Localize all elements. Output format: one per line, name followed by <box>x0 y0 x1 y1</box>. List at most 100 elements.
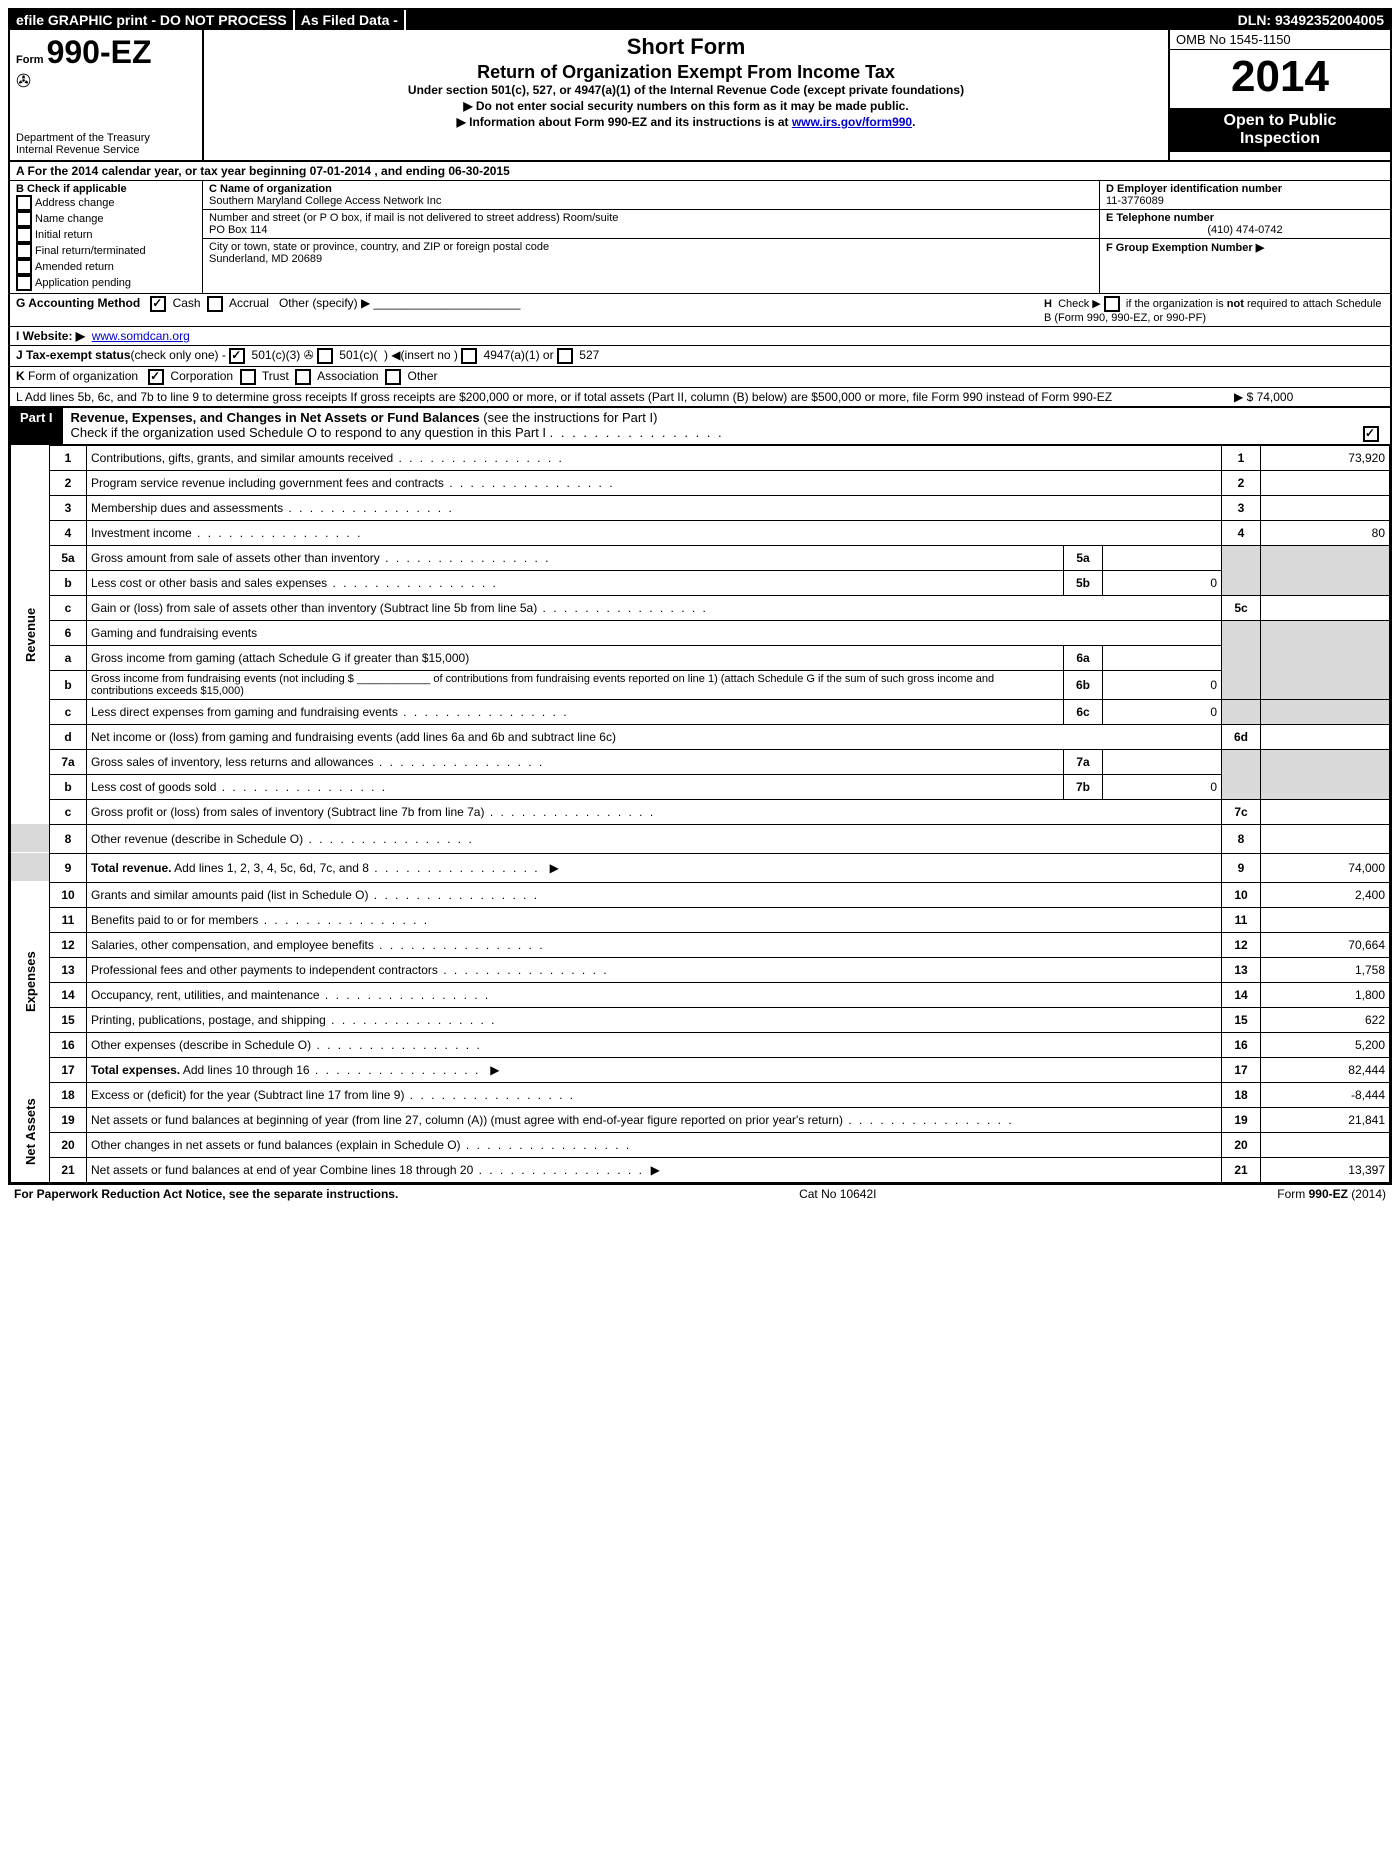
chk-accrual[interactable] <box>207 296 223 312</box>
l19-v: 21,841 <box>1261 1107 1390 1132</box>
chk-amended[interactable]: Amended return <box>16 259 196 275</box>
l9-d: Total revenue. Add lines 1, 2, 3, 4, 5c,… <box>87 853 1222 882</box>
form-title: Return of Organization Exempt From Incom… <box>212 62 1160 83</box>
l6-d: Gaming and fundraising events <box>87 620 1222 645</box>
l20-r: 20 <box>1222 1132 1261 1157</box>
l1-n: 1 <box>50 445 87 470</box>
l10-r: 10 <box>1222 882 1261 907</box>
row-l-text: L Add lines 5b, 6c, and 7b to line 9 to … <box>16 390 1234 404</box>
l16-n: 16 <box>50 1032 87 1057</box>
chk-trust[interactable] <box>240 369 256 385</box>
row-j: J Tax-exempt status(check only one) - 50… <box>10 346 1390 367</box>
chk-schedule-b[interactable] <box>1104 296 1120 312</box>
l12-r: 12 <box>1222 932 1261 957</box>
l18-d: Excess or (deficit) for the year (Subtra… <box>87 1082 1222 1107</box>
l5-grey-v <box>1261 545 1390 595</box>
l11-r: 11 <box>1222 907 1261 932</box>
chk-501c[interactable] <box>317 348 333 364</box>
l12-d: Salaries, other compensation, and employ… <box>87 932 1222 957</box>
row-a: A For the 2014 calendar year, or tax yea… <box>10 162 1390 181</box>
l5a-n: 5a <box>50 545 87 570</box>
l6d-d: Net income or (loss) from gaming and fun… <box>87 724 1222 749</box>
l6b-mn: 6b <box>1064 670 1103 699</box>
chk-527[interactable] <box>557 348 573 364</box>
expenses-label: Expenses <box>11 882 50 1082</box>
l14-d: Occupancy, rent, utilities, and maintena… <box>87 982 1222 1007</box>
chk-pending[interactable]: Application pending <box>16 275 196 291</box>
phone: (410) 474-0742 <box>1106 224 1384 236</box>
l4-v: 80 <box>1261 520 1390 545</box>
cash-label: Cash <box>173 296 201 310</box>
header-left: Form 990-EZ ✇ Department of the Treasury… <box>10 30 204 160</box>
l3-n: 3 <box>50 495 87 520</box>
form-number: 990-EZ <box>47 34 152 70</box>
col-b: B Check if applicable Address change Nam… <box>10 181 203 293</box>
chk-address[interactable]: Address change <box>16 195 196 211</box>
tax-year: 2014 <box>1170 50 1390 108</box>
l5c-r: 5c <box>1222 595 1261 620</box>
l17-d: Total expenses. Add lines 10 through 16 … <box>87 1057 1222 1082</box>
l5a-mv <box>1103 545 1222 570</box>
l8-n: 8 <box>50 824 87 853</box>
chk-corp[interactable] <box>148 369 164 385</box>
chk-schedule-o[interactable] <box>1363 426 1379 442</box>
footer-left: For Paperwork Reduction Act Notice, see … <box>14 1187 398 1201</box>
l9-r: 9 <box>1222 853 1261 882</box>
street-label: Number and street (or P O box, if mail i… <box>209 212 1093 224</box>
l17-r: 17 <box>1222 1057 1261 1082</box>
chk-name[interactable]: Name change <box>16 211 196 227</box>
l19-n: 19 <box>50 1107 87 1132</box>
l4-d: Investment income <box>87 520 1222 545</box>
row-l-amount: ▶ $ 74,000 <box>1234 390 1384 404</box>
col-d: D Employer identification number 11-3776… <box>1099 181 1390 293</box>
chk-other-org[interactable] <box>385 369 401 385</box>
l6a-n: a <box>50 645 87 670</box>
l20-d: Other changes in net assets or fund bala… <box>87 1132 1222 1157</box>
header-mid: Short Form Return of Organization Exempt… <box>204 30 1168 160</box>
other-label: Other (specify) ▶ <box>279 296 370 310</box>
l7a-mv <box>1103 749 1222 774</box>
part-i-title: Revenue, Expenses, and Changes in Net As… <box>63 408 1390 444</box>
l12-v: 70,664 <box>1261 932 1390 957</box>
l21-n: 21 <box>50 1157 87 1182</box>
l11-v <box>1261 907 1390 932</box>
rev-spacer <box>11 824 50 853</box>
l7b-mn: 7b <box>1064 774 1103 799</box>
l15-r: 15 <box>1222 1007 1261 1032</box>
chk-initial[interactable]: Initial return <box>16 227 196 243</box>
d-label: D Employer identification number <box>1106 183 1384 195</box>
part-i-tab: Part I <box>10 408 63 444</box>
as-filed: As Filed Data - <box>295 10 406 30</box>
l15-v: 622 <box>1261 1007 1390 1032</box>
l6c-d: Less direct expenses from gaming and fun… <box>87 699 1064 724</box>
chk-501c3[interactable] <box>229 348 245 364</box>
org-name: Southern Maryland College Access Network… <box>209 195 1093 207</box>
l2-n: 2 <box>50 470 87 495</box>
l7a-d: Gross sales of inventory, less returns a… <box>87 749 1064 774</box>
e-label: E Telephone number <box>1106 212 1384 224</box>
l3-r: 3 <box>1222 495 1261 520</box>
l7c-r: 7c <box>1222 799 1261 824</box>
netassets-label: Net Assets <box>11 1082 50 1182</box>
l9-n: 9 <box>50 853 87 882</box>
l3-v <box>1261 495 1390 520</box>
l6c-grey <box>1222 699 1261 724</box>
chk-assoc[interactable] <box>295 369 311 385</box>
l16-v: 5,200 <box>1261 1032 1390 1057</box>
chk-final[interactable]: Final return/terminated <box>16 243 196 259</box>
rev-spacer2 <box>11 853 50 882</box>
l8-v <box>1261 824 1390 853</box>
website-link[interactable]: www.somdcan.org <box>92 329 190 343</box>
phone-cell: E Telephone number (410) 474-0742 <box>1100 210 1390 239</box>
street-cell: Number and street (or P O box, if mail i… <box>203 210 1099 239</box>
l11-d: Benefits paid to or for members <box>87 907 1222 932</box>
header: Form 990-EZ ✇ Department of the Treasury… <box>10 30 1390 162</box>
l14-v: 1,800 <box>1261 982 1390 1007</box>
l6c-n: c <box>50 699 87 724</box>
chk-4947[interactable] <box>461 348 477 364</box>
l2-v <box>1261 470 1390 495</box>
l19-d: Net assets or fund balances at beginning… <box>87 1107 1222 1132</box>
chk-cash[interactable] <box>150 296 166 312</box>
l13-r: 13 <box>1222 957 1261 982</box>
irs-link[interactable]: www.irs.gov/form990 <box>792 115 912 129</box>
